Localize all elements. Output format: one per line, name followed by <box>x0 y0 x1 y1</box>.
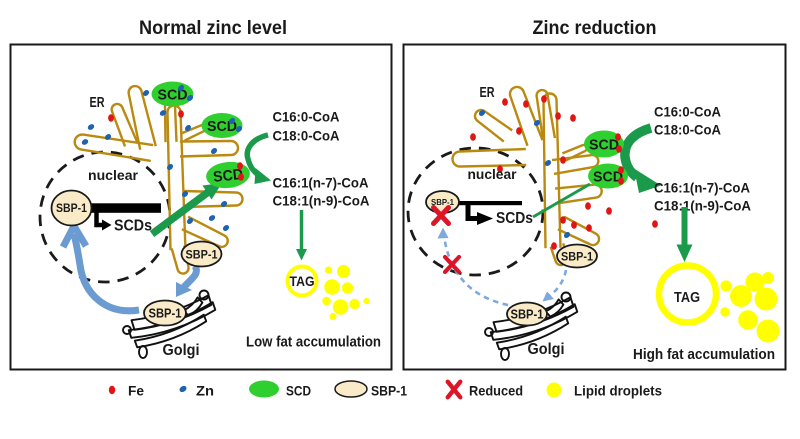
svg-text:ER: ER <box>480 84 495 101</box>
svg-text:Lipid droplets: Lipid droplets <box>574 383 662 399</box>
svg-text:Reduced: Reduced <box>469 383 523 399</box>
svg-text:TAG: TAG <box>290 274 315 289</box>
svg-text:SBP-1: SBP-1 <box>561 249 593 263</box>
svg-text:C18:1(n-9)-CoA: C18:1(n-9)-CoA <box>654 198 751 214</box>
svg-text:SBP-1: SBP-1 <box>371 383 407 399</box>
svg-text:SCD: SCD <box>212 166 244 186</box>
svg-text:SCD: SCD <box>286 383 311 399</box>
svg-text:C16:1(n-7)-CoA: C16:1(n-7)-CoA <box>273 175 369 191</box>
svg-text:C18:1(n-9)-CoA: C18:1(n-9)-CoA <box>273 193 370 209</box>
svg-text:High fat accumulation: High fat accumulation <box>633 346 775 363</box>
svg-text:C18:0-CoA: C18:0-CoA <box>654 122 721 138</box>
svg-text:SBP-1: SBP-1 <box>511 308 544 322</box>
svg-text:Normal zinc level: Normal zinc level <box>139 18 287 39</box>
svg-text:Zn: Zn <box>196 383 214 399</box>
svg-text:Low fat accumulation: Low fat accumulation <box>246 334 381 351</box>
svg-text:C16:1(n-7)-CoA: C16:1(n-7)-CoA <box>654 180 750 196</box>
svg-text:C16:0-CoA: C16:0-CoA <box>654 104 721 120</box>
svg-text:nuclear: nuclear <box>468 166 518 182</box>
svg-text:Fe: Fe <box>128 383 144 399</box>
svg-text:SCDs: SCDs <box>496 210 533 227</box>
svg-text:Golgi: Golgi <box>528 341 565 358</box>
svg-text:SBP-1: SBP-1 <box>186 247 218 261</box>
svg-text:SBP-1: SBP-1 <box>431 197 454 207</box>
svg-text:ER: ER <box>90 94 105 111</box>
svg-text:TAG: TAG <box>674 290 700 306</box>
svg-text:SCD: SCD <box>589 136 619 153</box>
svg-text:SBP-1: SBP-1 <box>149 307 182 321</box>
svg-text:SCD: SCD <box>593 168 623 185</box>
svg-text:C16:0-CoA: C16:0-CoA <box>273 109 340 125</box>
svg-text:Golgi: Golgi <box>163 342 200 359</box>
svg-text:Zinc reduction: Zinc reduction <box>533 18 657 39</box>
svg-text:SBP-1: SBP-1 <box>56 203 88 215</box>
svg-text:SCDs: SCDs <box>114 218 152 235</box>
svg-text:nuclear: nuclear <box>88 167 139 183</box>
svg-text:C18:0-CoA: C18:0-CoA <box>273 128 340 144</box>
